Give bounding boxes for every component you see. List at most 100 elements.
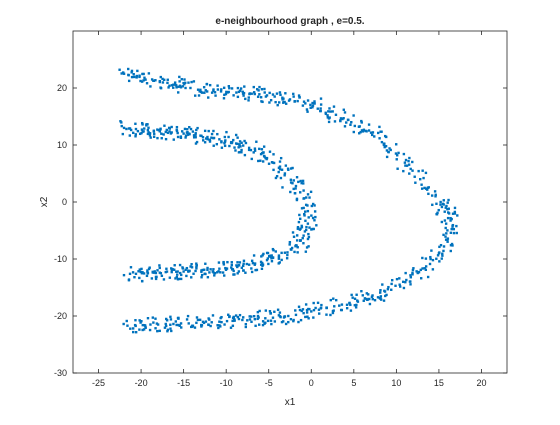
scatter-point bbox=[371, 294, 374, 297]
scatter-point bbox=[345, 307, 349, 310]
scatter-point bbox=[441, 254, 444, 257]
scatter-point bbox=[138, 319, 141, 322]
scatter-point bbox=[132, 131, 135, 135]
scatter-point bbox=[269, 98, 273, 102]
scatter-point bbox=[278, 160, 282, 163]
scatter-point bbox=[326, 114, 329, 117]
scatter-point bbox=[453, 212, 457, 215]
scatter-point bbox=[376, 296, 380, 299]
scatter-point bbox=[263, 155, 266, 158]
scatter-point bbox=[185, 318, 189, 321]
scatter-point bbox=[427, 192, 430, 196]
scatter-point bbox=[230, 261, 233, 264]
scatter-point bbox=[408, 172, 411, 175]
scatter-point bbox=[307, 235, 311, 239]
scatter-point bbox=[286, 253, 289, 257]
scatter-point bbox=[297, 305, 301, 308]
scatter-point bbox=[277, 314, 281, 317]
scatter-point bbox=[140, 80, 144, 83]
scatter-point bbox=[147, 267, 151, 271]
scatter-point bbox=[304, 210, 307, 213]
scatter-point bbox=[304, 315, 307, 319]
scatter-point bbox=[122, 273, 126, 277]
scatter-point bbox=[415, 270, 418, 273]
scatter-point bbox=[154, 317, 157, 320]
scatter-point bbox=[431, 203, 434, 207]
scatter-point bbox=[237, 270, 241, 273]
scatter-point bbox=[140, 128, 144, 131]
scatter-point bbox=[389, 148, 392, 152]
scatter-point bbox=[453, 210, 457, 214]
scatter-point bbox=[269, 254, 272, 257]
scatter-point bbox=[247, 146, 251, 150]
scatter-point bbox=[305, 311, 309, 314]
scatter-point bbox=[302, 242, 305, 245]
scatter-point bbox=[247, 99, 250, 102]
scatter-point bbox=[292, 179, 295, 182]
scatter-point bbox=[140, 279, 144, 283]
scatter-point bbox=[242, 262, 245, 265]
scatter-point bbox=[140, 121, 144, 125]
scatter-point bbox=[301, 236, 304, 240]
scatter-point bbox=[173, 81, 177, 84]
scatter-point bbox=[236, 261, 239, 264]
scatter-point bbox=[164, 322, 167, 326]
scatter-point bbox=[227, 85, 231, 88]
scatter-point bbox=[250, 259, 254, 262]
scatter-point bbox=[146, 272, 150, 275]
scatter-point bbox=[158, 266, 161, 270]
scatter-point bbox=[170, 270, 173, 274]
scatter-point bbox=[288, 240, 292, 244]
scatter-point bbox=[170, 84, 174, 87]
scatter-point bbox=[239, 145, 242, 148]
scatter-point bbox=[215, 142, 219, 146]
scatter-point bbox=[412, 267, 415, 270]
scatter-point bbox=[161, 77, 164, 81]
scatter-point bbox=[134, 127, 138, 131]
scatter-point bbox=[194, 132, 197, 135]
scatter-point bbox=[263, 322, 266, 325]
scatter-point bbox=[175, 275, 179, 279]
scatter-point bbox=[331, 311, 335, 315]
scatter-point bbox=[227, 90, 230, 94]
scatter-point bbox=[240, 148, 243, 152]
scatter-point bbox=[194, 136, 197, 139]
scatter-point bbox=[236, 142, 239, 146]
scatter-point bbox=[339, 117, 343, 120]
scatter-point bbox=[242, 269, 245, 272]
scatter-point bbox=[184, 81, 187, 85]
scatter-point bbox=[304, 219, 307, 222]
scatter-point bbox=[379, 295, 383, 298]
scatter-point bbox=[287, 320, 290, 324]
scatter-point bbox=[311, 106, 314, 109]
scatter-point bbox=[131, 271, 135, 274]
scatter-point bbox=[384, 294, 387, 298]
scatter-point bbox=[256, 310, 260, 314]
scatter-point bbox=[383, 142, 386, 145]
scatter-point bbox=[302, 189, 305, 192]
scatter-point bbox=[333, 305, 336, 308]
scatter-point bbox=[230, 140, 233, 144]
scatter-point bbox=[281, 98, 284, 101]
scatter-point bbox=[329, 298, 332, 302]
scatter-point bbox=[216, 84, 219, 87]
scatter-point bbox=[378, 137, 381, 140]
scatter-point bbox=[194, 269, 197, 273]
scatter-point bbox=[395, 143, 398, 146]
scatter-point bbox=[236, 265, 239, 269]
scatter-point bbox=[450, 217, 453, 221]
scatter-point bbox=[198, 318, 202, 322]
scatter-point bbox=[294, 309, 297, 312]
scatter-point bbox=[196, 126, 199, 130]
scatter-point bbox=[290, 246, 294, 250]
scatter-point bbox=[442, 245, 446, 248]
scatter-point bbox=[435, 257, 438, 260]
scatter-point bbox=[128, 134, 132, 137]
scatter-point bbox=[240, 141, 243, 144]
scatter-point bbox=[305, 308, 309, 312]
scatter-point bbox=[178, 324, 181, 327]
scatter-point bbox=[247, 148, 251, 152]
scatter-point bbox=[270, 260, 274, 263]
scatter-point bbox=[188, 269, 191, 273]
scatter-point bbox=[205, 90, 209, 93]
